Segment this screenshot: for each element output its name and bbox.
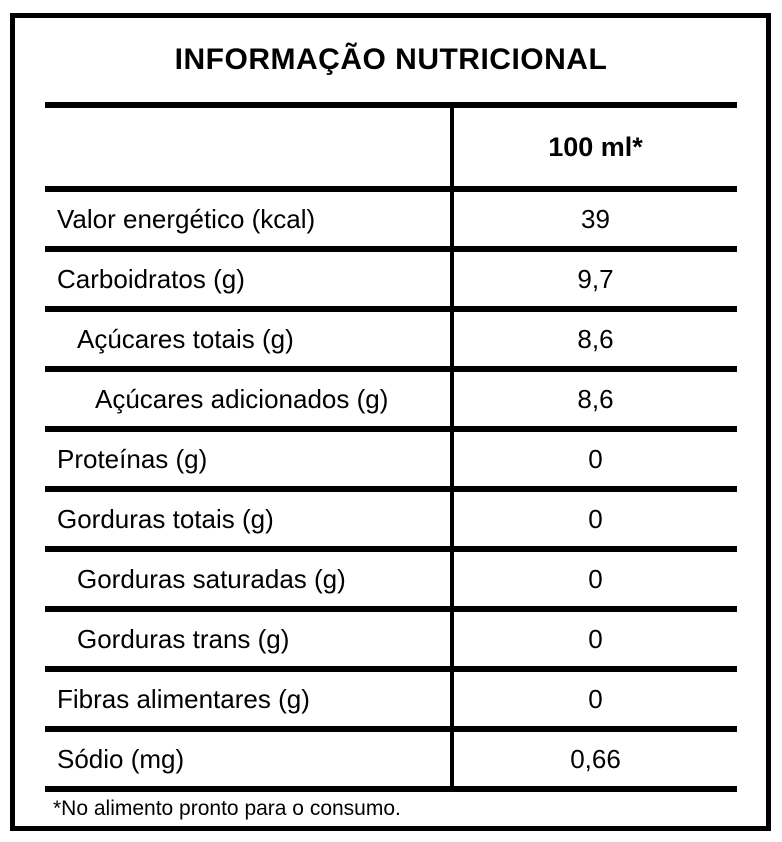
nutrition-table: INFORMAÇÃO NUTRICIONAL 100 ml* Valor ene…	[45, 18, 737, 792]
nutrient-label: Gorduras saturadas (g)	[77, 563, 346, 594]
nutrient-value: 0	[450, 672, 737, 726]
footnote: *No alimento pronto para o consumo.	[53, 797, 401, 820]
nutrient-value: 39	[450, 192, 737, 246]
nutrient-value: 8,6	[450, 312, 737, 366]
nutrient-label: Açúcares adicionados (g)	[95, 383, 389, 414]
nutrient-row-acucares-adicionados: Açúcares adicionados (g) 8,6	[45, 372, 737, 432]
nutrient-row-sodio: Sódio (mg) 0,66	[45, 732, 737, 792]
nutrient-value: 0	[450, 612, 737, 666]
nutrient-label: Gorduras totais (g)	[57, 503, 274, 534]
nutrient-value: 0	[450, 432, 737, 486]
nutrient-label: Valor energético (kcal)	[57, 203, 316, 234]
nutrient-value: 8,6	[450, 372, 737, 426]
label-title: INFORMAÇÃO NUTRICIONAL	[174, 43, 608, 76]
nutrient-value: 0,66	[450, 732, 737, 786]
nutrient-row-proteinas: Proteínas (g) 0	[45, 432, 737, 492]
nutrient-row-valor-energetico: Valor energético (kcal) 39	[45, 192, 737, 252]
label-title-block: INFORMAÇÃO NUTRICIONAL	[45, 18, 737, 108]
nutrient-row-gorduras-saturadas: Gorduras saturadas (g) 0	[45, 552, 737, 612]
nutrient-label: Sódio (mg)	[57, 743, 185, 774]
nutrient-row-gorduras-totais: Gorduras totais (g) 0	[45, 492, 737, 552]
nutrient-row-acucares-totais: Açúcares totais (g) 8,6	[45, 312, 737, 372]
nutrient-row-gorduras-trans: Gorduras trans (g) 0	[45, 612, 737, 672]
column-header-row: 100 ml*	[45, 108, 737, 192]
column-header-empty-cell	[45, 108, 450, 186]
nutrient-value: 0	[450, 552, 737, 606]
nutrient-label: Gorduras trans (g)	[77, 623, 290, 654]
nutrient-value: 9,7	[450, 252, 737, 306]
nutrient-label: Fibras alimentares (g)	[57, 683, 310, 714]
nutrient-label: Carboidratos (g)	[57, 263, 245, 294]
nutrient-value: 0	[450, 492, 737, 546]
nutrient-row-fibras-alimentares: Fibras alimentares (g) 0	[45, 672, 737, 732]
column-header-serving-size: 100 ml*	[450, 108, 737, 186]
nutrient-label: Açúcares totais (g)	[77, 323, 294, 354]
nutrient-row-carboidratos: Carboidratos (g) 9,7	[45, 252, 737, 312]
nutrient-label: Proteínas (g)	[57, 443, 208, 474]
nutrition-label: INFORMAÇÃO NUTRICIONAL 100 ml* Valor ene…	[10, 13, 771, 831]
